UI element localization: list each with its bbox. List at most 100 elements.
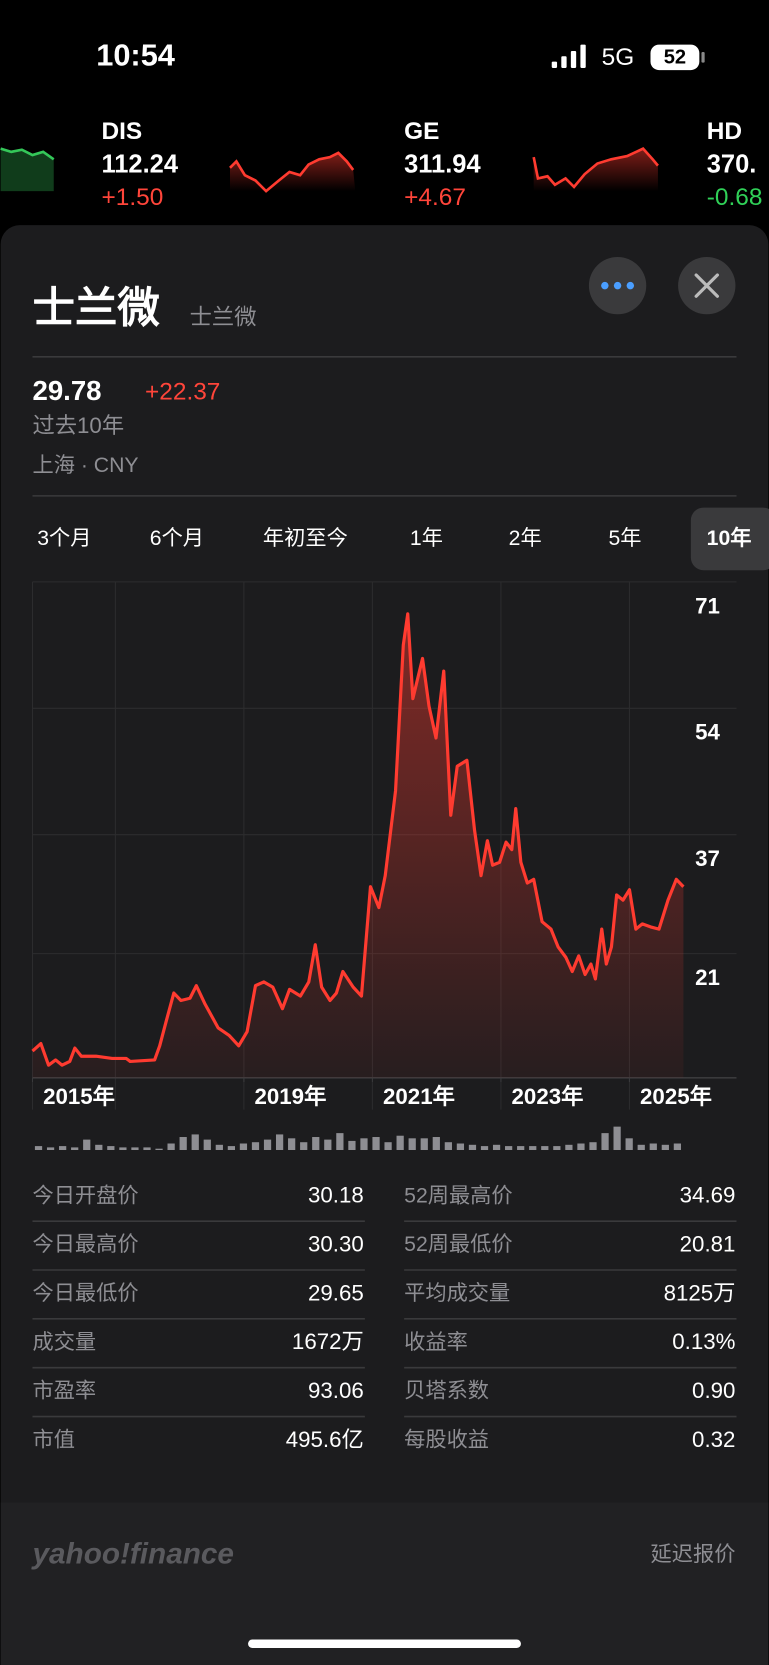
- stock-name: 士兰微: [32, 284, 160, 331]
- volume-bar: [324, 1139, 332, 1150]
- stat-label: 今日最低价: [32, 1281, 138, 1305]
- volume-bar: [553, 1146, 561, 1150]
- period-button[interactable]: 年初至今: [263, 526, 348, 550]
- stat-label: 今日开盘价: [32, 1183, 138, 1207]
- footer-background: [0, 1502, 769, 1665]
- volume-bar: [348, 1140, 356, 1150]
- volume-bar: [517, 1146, 525, 1150]
- sparkline-area: [0, 148, 54, 192]
- volume-bar: [215, 1144, 223, 1150]
- period-button[interactable]: 5年: [608, 526, 641, 550]
- more-icon: [601, 281, 635, 290]
- stat-value: 93.06: [308, 1378, 364, 1403]
- ticker-price[interactable]: 112.24: [102, 150, 179, 178]
- volume-bar: [312, 1137, 320, 1150]
- stat-value: 0.13%: [672, 1329, 735, 1354]
- stat-value: 30.18: [308, 1183, 364, 1208]
- price-chart: 71 54 37 21 2015年 2019年 2021年 2023年 2025年: [31, 581, 737, 1150]
- sparkline-area: [229, 152, 356, 192]
- volume-bar: [179, 1137, 187, 1150]
- volume-bar: [34, 1146, 43, 1150]
- volume-bar: [288, 1138, 296, 1150]
- volume-bar: [468, 1144, 477, 1150]
- volume-bar: [649, 1143, 657, 1150]
- ticker-change[interactable]: +4.67: [404, 184, 466, 211]
- period-selector: 3个月 6个月 年初至今 1年 2年 5年 10年: [37, 507, 769, 571]
- stat-value: 0.32: [692, 1427, 735, 1452]
- period-button[interactable]: 1年: [410, 526, 443, 550]
- stat-value: 495.6亿: [286, 1427, 364, 1452]
- volume-bar: [565, 1144, 573, 1150]
- price-change: +22.37: [145, 378, 220, 405]
- volume-bar: [59, 1146, 67, 1150]
- volume-bar: [300, 1142, 308, 1150]
- volume-bar: [131, 1147, 139, 1150]
- stat-label: 市值: [32, 1428, 74, 1452]
- exchange: 上海 · CNY: [32, 453, 138, 477]
- stat-label: 收益率: [404, 1330, 468, 1354]
- ticker-symbol[interactable]: GE: [404, 118, 439, 145]
- stat-label: 52周最低价: [404, 1232, 512, 1256]
- volume-bar: [191, 1134, 199, 1150]
- stock-subtitle: 士兰微: [190, 304, 257, 329]
- time: 10:54: [96, 37, 175, 72]
- ticker: DIS 112.24 +1.50 GE 311.94 +4.67 HD 370. -0.68: [102, 118, 763, 211]
- stat-label: 今日最高价: [32, 1232, 138, 1256]
- volume-bar: [251, 1142, 260, 1150]
- period-button[interactable]: 6个月: [150, 527, 204, 550]
- volume-bar: [589, 1142, 597, 1150]
- volume-bar: [396, 1135, 404, 1150]
- ticker-price[interactable]: 311.94: [404, 150, 481, 178]
- volume-bar: [239, 1143, 248, 1150]
- ticker-symbol[interactable]: HD: [707, 118, 742, 145]
- volume-bar: [83, 1139, 91, 1150]
- period-button[interactable]: 2年: [509, 526, 542, 550]
- stat-label: 成交量: [32, 1330, 96, 1354]
- delay-note: 延迟报价: [651, 1542, 736, 1566]
- sparkline: [532, 147, 659, 189]
- battery-icon: [650, 44, 700, 71]
- ticker-change[interactable]: -0.68: [707, 184, 763, 211]
- home-indicator: [248, 1639, 521, 1649]
- volume-bar: [492, 1144, 501, 1150]
- volume-bar: [444, 1142, 452, 1150]
- period-button[interactable]: 3个月: [37, 527, 91, 550]
- volume-bar: [601, 1133, 609, 1150]
- stat-label: 贝塔系数: [404, 1379, 489, 1403]
- volume-bar: [95, 1144, 103, 1150]
- y-tick-label: 71: [695, 593, 720, 618]
- brand: yahoo!finance: [30, 1537, 233, 1570]
- sparkline: [229, 151, 355, 193]
- period-button[interactable]: 10年: [707, 525, 752, 550]
- price-line: [31, 612, 685, 1067]
- volume-bar: [673, 1143, 682, 1150]
- volume-bar: [480, 1146, 489, 1150]
- volume-bar: [456, 1143, 465, 1150]
- ticker-price[interactable]: 370.: [707, 150, 757, 178]
- stat-label: 平均成交量: [404, 1281, 510, 1305]
- ticker-symbol[interactable]: DIS: [102, 118, 143, 145]
- volume-bar: [372, 1137, 380, 1150]
- stat-label: 每股收益: [404, 1428, 489, 1452]
- ticker-change[interactable]: +1.50: [102, 184, 164, 211]
- volume-bar: [577, 1143, 585, 1150]
- volume-bar: [119, 1147, 127, 1150]
- sparkline: [0, 147, 55, 161]
- volume-bar: [432, 1137, 440, 1150]
- stat-value: 0.90: [692, 1378, 735, 1403]
- volume-bar: [155, 1148, 163, 1150]
- stat-value: 34.69: [680, 1183, 736, 1208]
- volume-bar: [107, 1146, 115, 1150]
- volume-bar: [203, 1139, 211, 1150]
- volume-bar: [420, 1138, 428, 1150]
- battery-level: 52: [664, 47, 686, 69]
- stat-value: 1672万: [292, 1329, 364, 1354]
- volume-bar: [336, 1133, 344, 1150]
- volume-bar: [71, 1147, 79, 1150]
- volume-bar: [143, 1147, 151, 1150]
- signal-icon: [551, 44, 586, 68]
- stat-label: 市盈率: [32, 1379, 96, 1403]
- volume-bar: [661, 1144, 669, 1150]
